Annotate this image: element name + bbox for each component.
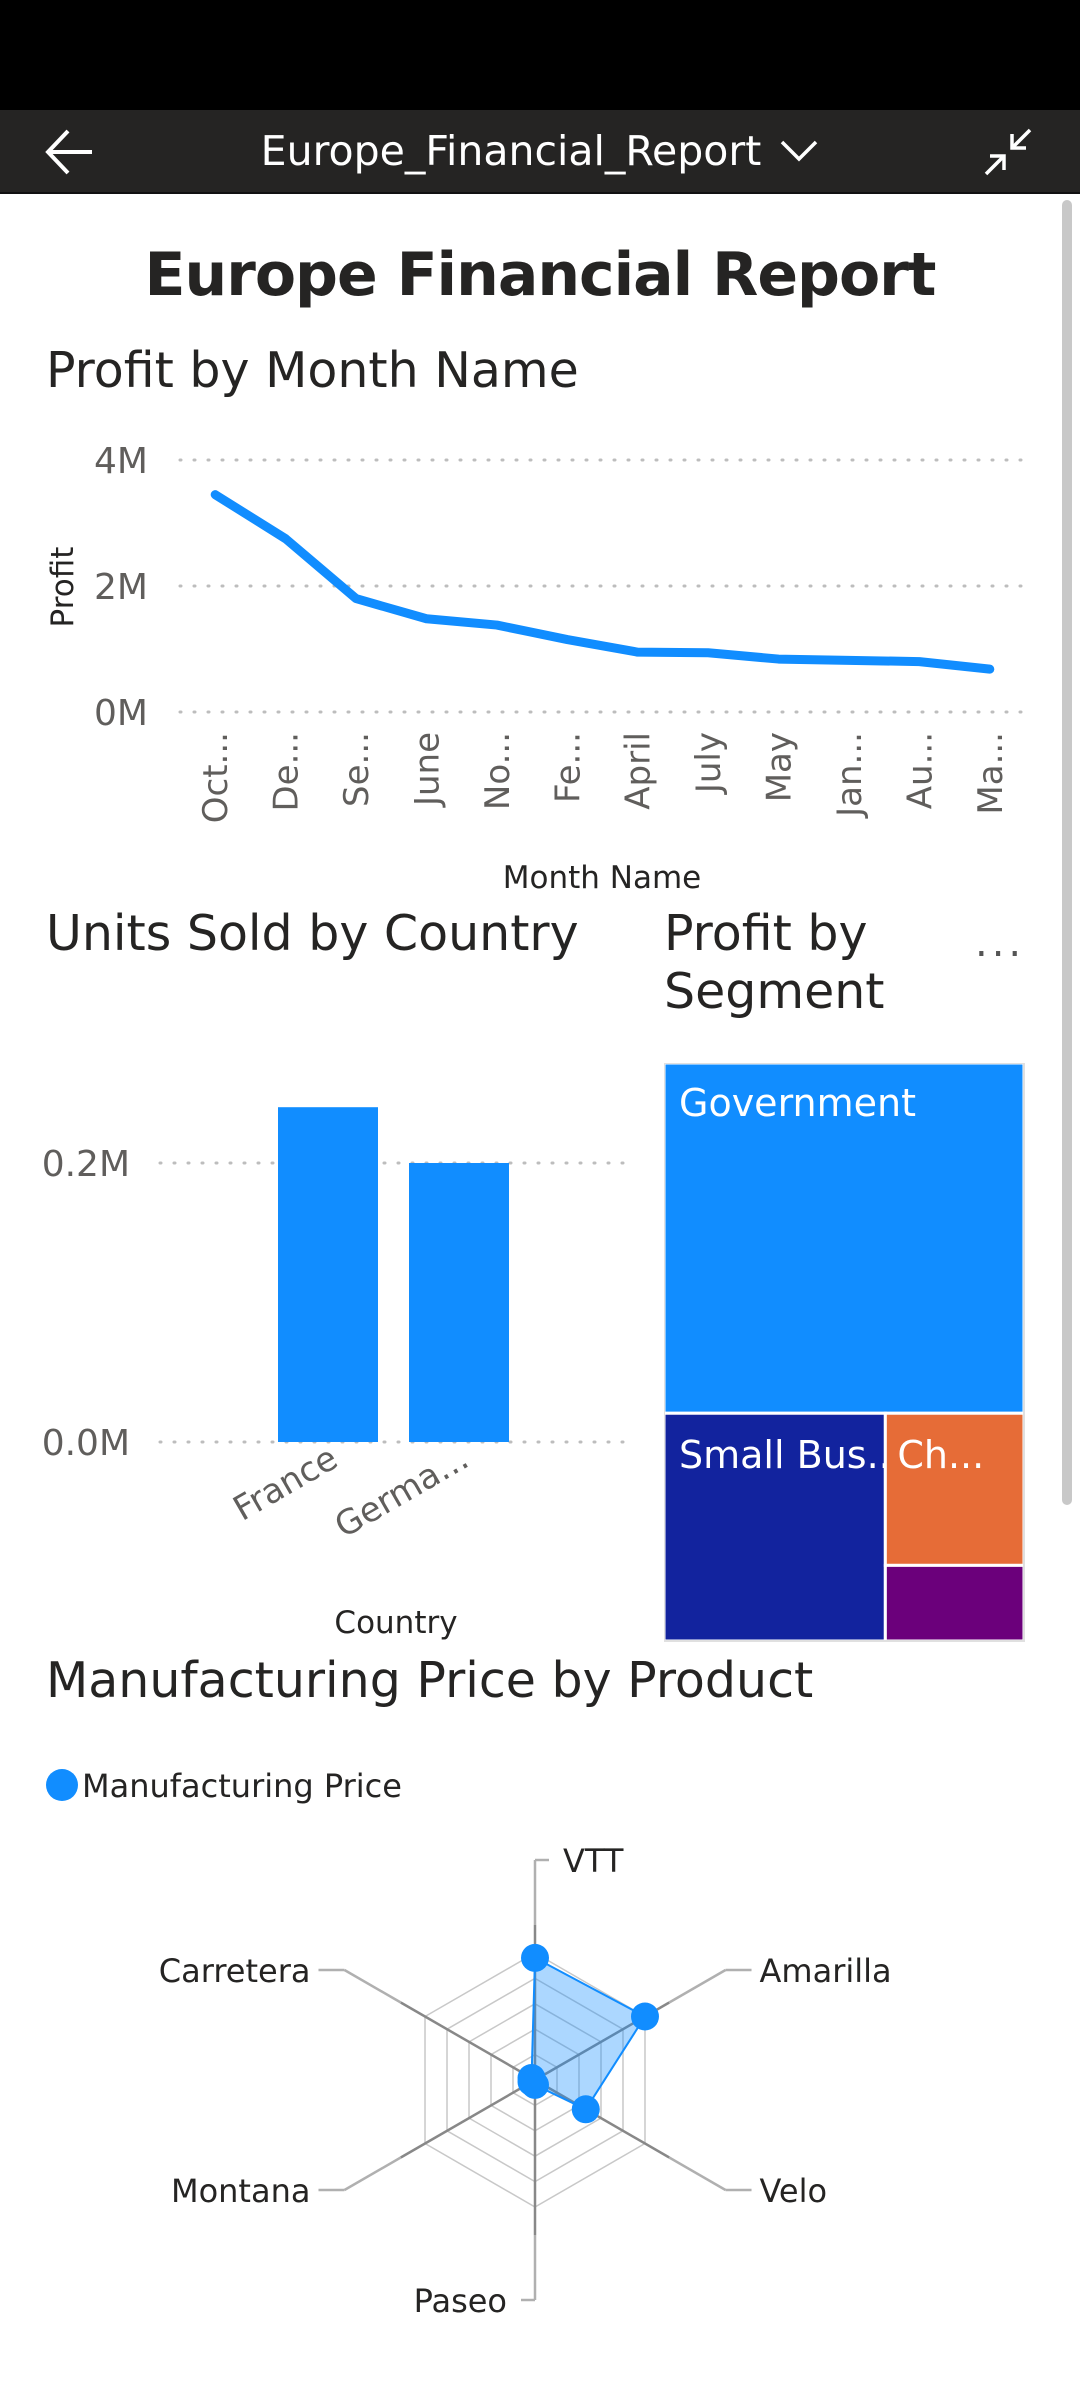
line-y-tick-label: 4M	[94, 441, 148, 482]
country-bar	[409, 1163, 509, 1442]
treemap-tile	[883, 1563, 1026, 1643]
line-x-tick-label: Ma...	[971, 732, 1011, 815]
line-x-tick-label: Jan...	[830, 732, 870, 819]
line-x-tick-label: April	[619, 732, 659, 810]
app-header: Europe_Financial_Report	[0, 110, 1080, 194]
status-bar	[0, 0, 1080, 110]
back-button[interactable]	[40, 122, 100, 182]
radar-category-label: VTT	[563, 1842, 624, 1880]
line-y-tick-label: 2M	[94, 567, 148, 608]
bar-x-tick-label: Germa...	[328, 1438, 475, 1546]
profit-line-chart[interactable]: 4M 2M 0M Oct... De... Se... June No... Fe... Apri…	[0, 420, 1060, 900]
country-bar	[278, 1107, 378, 1442]
radar-spoke	[400, 2001, 536, 2082]
radar-category-label: Paseo	[414, 2282, 507, 2320]
line-x-tick-label: Au...	[900, 732, 940, 809]
profit-series-line	[210, 490, 995, 674]
treemap-tile-label: Small Bus...	[679, 1433, 903, 1477]
arrow-left-icon	[45, 129, 92, 175]
line-x-tick-label: De...	[267, 732, 307, 812]
bar-y-tick-label: 0.0M	[42, 1423, 130, 1464]
manufacturing-price-point	[571, 2095, 600, 2124]
radar-leader	[668, 2156, 727, 2192]
radar-category-label: Velo	[760, 2172, 828, 2210]
radar-category-label: Montana	[171, 2172, 311, 2210]
line-x-axis-title: Month Name	[503, 860, 701, 896]
treemap-tile	[883, 1411, 1026, 1567]
report-title: Europe Financial Report	[144, 240, 937, 310]
line-x-tick-label: July	[689, 732, 729, 795]
collapse-button[interactable]	[980, 124, 1036, 180]
bar-x-axis-title: Country	[334, 1605, 457, 1641]
line-x-tick-label: Oct...	[196, 732, 236, 823]
treemap-tile	[664, 1063, 1026, 1415]
chevron-down-icon	[781, 140, 818, 162]
line-chart-title: Profit by Month Name	[46, 342, 579, 399]
radar-leader	[343, 2156, 402, 2192]
line-x-tick-label: Se...	[337, 732, 377, 807]
radar-category-label: Carretera	[159, 1952, 311, 1990]
report-name: Europe_Financial_Report	[260, 127, 762, 175]
line-x-tick-label: No...	[478, 732, 518, 810]
bar-y-tick-label: 0.2M	[42, 1144, 130, 1185]
treemap-tile-label: Government	[679, 1081, 916, 1125]
line-x-tick-label: May	[760, 732, 800, 802]
radar-leader	[343, 1968, 402, 2004]
radar-category-label: Amarilla	[760, 1952, 892, 1990]
bar-x-tick-label: France	[227, 1438, 345, 1529]
manufacturing-price-point	[517, 2064, 546, 2092]
line-x-tick-label: Fe...	[548, 732, 588, 803]
line-x-tick-label: June	[407, 732, 447, 808]
segment-treemap[interactable]: Government Small Bus...Ch...	[664, 1063, 1026, 1643]
treemap-title: Profit by Segment	[664, 905, 885, 1020]
legend-label: Manufacturing Price	[82, 1767, 402, 1805]
collapse-icon	[984, 128, 1032, 176]
manufacturing-price-point	[630, 2002, 659, 2031]
report-selector[interactable]: Europe_Financial_Report	[0, 110, 1080, 192]
more-options-button[interactable]: ...	[975, 920, 1026, 966]
radar-chart-title: Manufacturing Price by Product	[46, 1652, 814, 1709]
manufacturing-radar-chart[interactable]: Manufacturing Price VTT Amarilla Velo Paseo M…	[0, 1740, 1060, 2340]
treemap-tile-label: Ch...	[897, 1433, 984, 1477]
line-y-tick-label: 0M	[94, 693, 148, 734]
manufacturing-price-point	[521, 1943, 549, 1972]
radar-spoke	[534, 2078, 670, 2159]
treemap-border	[664, 1063, 1025, 1642]
radar-spoke	[400, 2078, 536, 2159]
legend-marker	[46, 1769, 78, 1801]
radar-leader	[668, 1968, 727, 2004]
line-y-axis-title: Profit	[45, 547, 81, 628]
bar-chart-title: Units Sold by Country	[46, 905, 579, 962]
scrollbar[interactable]	[1062, 200, 1072, 1505]
